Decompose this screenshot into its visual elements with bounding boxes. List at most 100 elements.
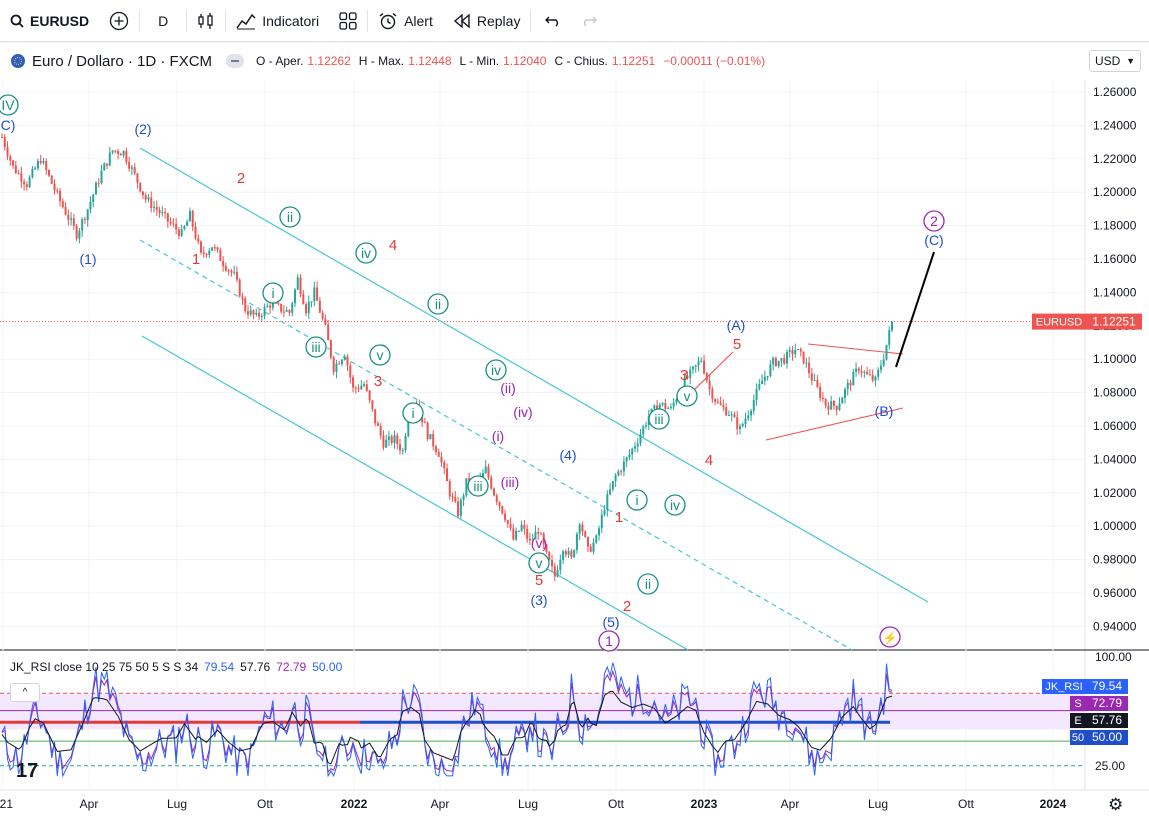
- candle-body: [122, 150, 125, 156]
- candle-body: [83, 219, 86, 221]
- candle-body: [788, 350, 791, 352]
- wave-label: iii: [311, 339, 320, 355]
- wave-label: iv: [491, 362, 501, 378]
- candle-body: [437, 451, 440, 457]
- divider: [367, 9, 369, 32]
- candle-body: [72, 218, 75, 226]
- candle-body: [305, 304, 308, 314]
- rsi-legend: JK_RSI close 10 25 75 50 5 S S 34 79.54 …: [10, 660, 342, 674]
- candle-body: [25, 184, 28, 187]
- time-tick-label: Lug: [167, 797, 187, 811]
- candle-body: [321, 312, 324, 319]
- collapse-pane-button[interactable]: ^: [10, 683, 40, 702]
- rsi-tag-box: [1070, 713, 1086, 728]
- wave-label: (v): [531, 535, 547, 551]
- candle-body: [611, 481, 614, 490]
- candle-body: [399, 444, 402, 451]
- wave-label-circle: [305, 336, 327, 358]
- candle-body: [885, 344, 888, 360]
- candle-body: [686, 376, 689, 378]
- alert-button[interactable]: Alert: [368, 0, 443, 42]
- chart-type-button[interactable]: [187, 0, 225, 42]
- settings-gear-icon[interactable]: ⚙: [1108, 795, 1124, 814]
- candle-body: [504, 513, 507, 521]
- candle-body: [244, 298, 247, 312]
- tradingview-logo[interactable]: 17: [16, 760, 39, 782]
- candle-body: [164, 212, 167, 214]
- replay-button[interactable]: Replay: [443, 0, 531, 42]
- low-value: 1.12040: [503, 54, 547, 68]
- candle-body: [423, 422, 426, 424]
- candle-body: [783, 358, 786, 364]
- candle-body: [299, 277, 302, 295]
- candle-body: [363, 384, 366, 386]
- currency-select[interactable]: USD ▼: [1089, 50, 1141, 72]
- collapse-legend-button[interactable]: [226, 54, 245, 68]
- candle-body: [877, 369, 880, 377]
- close-value: 1.12251: [611, 54, 656, 68]
- price-tick-label: 1.20000: [1093, 185, 1137, 199]
- search-icon: [10, 14, 24, 28]
- candle-body: [639, 434, 642, 444]
- candle-body: [542, 533, 545, 545]
- last-price-tag: [1086, 313, 1142, 330]
- candle-body: [481, 473, 484, 479]
- candle-body: [139, 182, 142, 192]
- undo-button[interactable]: [531, 0, 575, 42]
- time-tick-label: Lug: [518, 797, 538, 811]
- candle-body: [153, 206, 156, 209]
- redo-button[interactable]: [575, 0, 603, 42]
- candle-body: [708, 380, 711, 390]
- triangle-upper-line: [807, 343, 904, 355]
- candle-body: [266, 305, 269, 307]
- wave-label: (1): [79, 251, 96, 267]
- compare-button[interactable]: [99, 0, 139, 42]
- candle-body: [238, 279, 241, 297]
- price-tick-label: 0.94000: [1093, 619, 1137, 633]
- candle-body: [125, 150, 128, 162]
- candle-body: [667, 408, 670, 410]
- price-tick-label: 1.04000: [1093, 452, 1137, 466]
- candle-body: [70, 218, 73, 220]
- candle-body: [581, 524, 584, 532]
- candle-body: [194, 226, 197, 239]
- candle-body: [636, 443, 639, 447]
- rsi-value-box: [1086, 679, 1128, 694]
- candle-body: [360, 385, 363, 390]
- interval-label: D: [158, 12, 169, 29]
- candle-body: [119, 153, 122, 156]
- rsi-value-box: [1086, 696, 1128, 711]
- interval-button[interactable]: D: [140, 0, 186, 42]
- wave-label: iv: [361, 245, 371, 261]
- price-tick-label: 1.26000: [1093, 85, 1137, 99]
- wave-label: 5: [535, 572, 543, 589]
- candle-body: [468, 478, 471, 486]
- candle-body: [14, 165, 17, 174]
- indicators-button[interactable]: Indicatori: [226, 0, 329, 42]
- candle-body: [548, 552, 551, 560]
- undo-icon: [545, 16, 559, 27]
- candle-body: [470, 481, 473, 486]
- candle-body: [512, 528, 515, 540]
- symbol-search[interactable]: EURUSD: [0, 0, 99, 42]
- candle-body: [219, 249, 222, 261]
- layouts-button[interactable]: [329, 0, 367, 42]
- wave-label: i: [411, 405, 414, 421]
- candle-body: [269, 305, 272, 308]
- chart-title: Euro / Dollaro · 1D · FXCM: [32, 52, 213, 70]
- candle-body: [421, 411, 424, 423]
- candle-body: [741, 423, 744, 427]
- candle-body: [763, 376, 766, 381]
- candle-body: [6, 147, 9, 157]
- candle-body: [705, 373, 708, 381]
- candle-body: [490, 477, 493, 489]
- candle-body: [61, 201, 64, 208]
- symbol-title[interactable]: Euro / Dollaro · 1D · FXCM: [10, 53, 212, 70]
- candle-body: [17, 173, 20, 175]
- candle-body: [249, 310, 252, 315]
- candle-body: [296, 277, 299, 290]
- candle-body: [647, 416, 650, 426]
- rsi-value: 72.79: [1092, 696, 1122, 710]
- candle-body: [553, 566, 556, 577]
